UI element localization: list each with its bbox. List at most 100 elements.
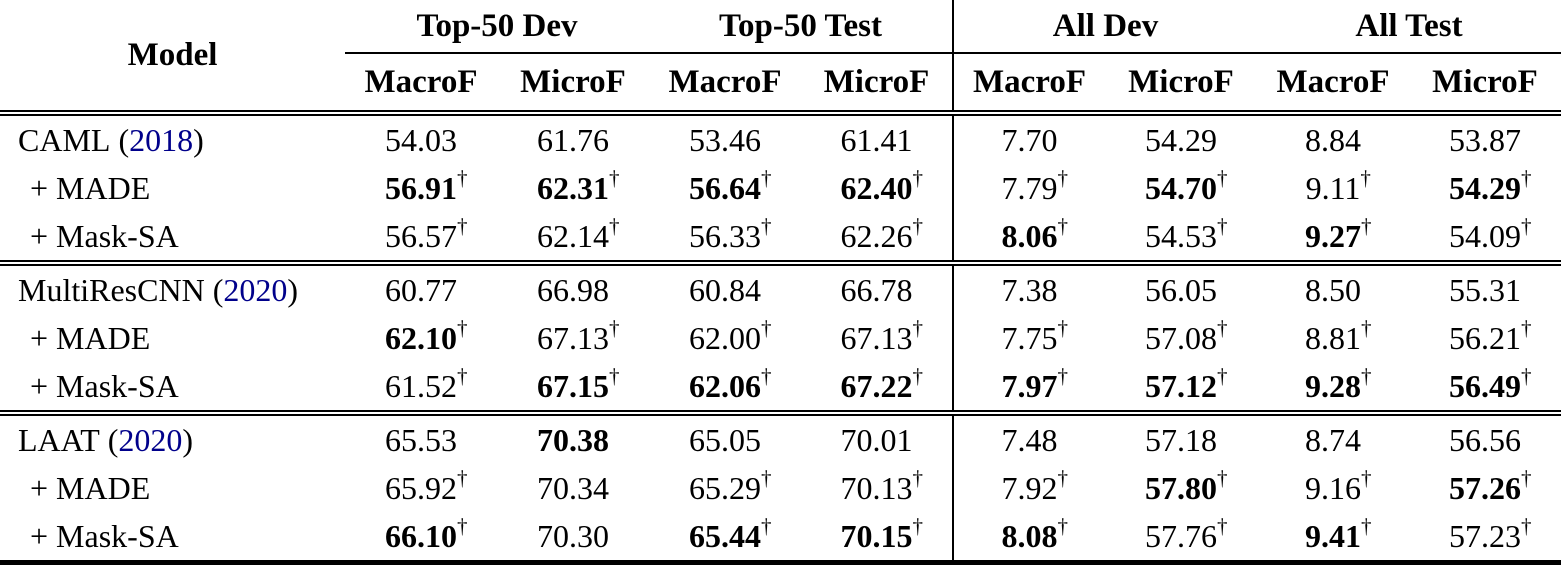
metric-cell: 7.97† xyxy=(952,362,1105,416)
metric-cell: 60.84 xyxy=(649,263,801,314)
metric-cell: 67.15† xyxy=(497,362,649,416)
table-row: + MADE 62.10† 67.13† 62.00† 67.13† 7.75† 57.08… xyxy=(0,314,1561,362)
metric-value: 9.16 xyxy=(1305,469,1361,506)
metric-value: 54.03 xyxy=(385,121,457,158)
metric-cell: 56.21† xyxy=(1449,315,1532,356)
metric-cell: 61.52† xyxy=(345,362,497,416)
model-name: + MADE xyxy=(30,169,151,206)
metric-cell: 53.87 xyxy=(1409,113,1561,164)
metric-cell: 56.56 xyxy=(1409,413,1561,464)
metric-value: 7.79 xyxy=(1001,169,1058,206)
metric-cell: 57.76† xyxy=(1145,513,1228,554)
table-row: + Mask-SA 56.57† 62.14† 56.33† 62.26† 8.06† 54… xyxy=(0,212,1561,266)
metric-value: 62.00 xyxy=(689,319,761,356)
metric-value: 7.75 xyxy=(1001,319,1058,356)
table-row: CAML (2018) 54.03 61.76 53.46 61.41 7.70 54.29 8… xyxy=(0,113,1561,164)
metric-value: 56.05 xyxy=(1145,271,1217,308)
metric-value: 70.30 xyxy=(537,517,609,554)
metric-cell: 61.76 xyxy=(497,113,649,164)
metric-value: 56.49 xyxy=(1449,367,1521,404)
table-row: MultiResCNN (2020) 60.77 66.98 60.84 66.78 7.3… xyxy=(0,263,1561,314)
model-name: + MADE xyxy=(30,469,151,506)
citation-year-link[interactable]: 2020 xyxy=(223,271,288,308)
citation: (2018) xyxy=(118,122,203,158)
metric-value: 66.78 xyxy=(840,271,913,308)
metric-value: 54.09 xyxy=(1449,217,1521,254)
metric-value: 61.76 xyxy=(537,121,609,158)
metric-value: 55.31 xyxy=(1449,271,1521,308)
metric-value: 62.31 xyxy=(537,169,609,206)
citation: (2020) xyxy=(213,272,298,308)
metric-value: 7.70 xyxy=(1001,121,1058,158)
model-cell: LAAT (2020) xyxy=(0,413,345,464)
metric-cell: 7.70 xyxy=(952,113,1105,164)
metric-cell: 54.70† xyxy=(1145,165,1228,206)
metric-value: 56.33 xyxy=(689,217,761,254)
metric-cell: 57.12† xyxy=(1105,362,1257,416)
metric-value: 8.81 xyxy=(1305,319,1361,356)
sub-header-row: MacroF MicroF MacroF MicroF MacroF Micro… xyxy=(0,52,1561,116)
metric-cell: 57.80† xyxy=(1145,465,1228,506)
model-cell: + MADE xyxy=(0,314,345,362)
metric-cell: 56.33† xyxy=(649,212,801,266)
column-header-microf: MicroF xyxy=(1409,52,1561,116)
metric-cell: 67.22† xyxy=(801,362,953,416)
column-group-all-dev: All Dev xyxy=(952,0,1257,53)
metric-cell: 9.11† xyxy=(1305,165,1371,206)
metric-cell: 61.41 xyxy=(801,113,953,164)
column-header-macrof: MacroF xyxy=(345,52,497,116)
metric-cell: 70.34 xyxy=(497,464,649,512)
metric-value: 57.80 xyxy=(1145,469,1217,506)
metric-value: 67.22 xyxy=(840,367,913,404)
metric-value: 70.34 xyxy=(537,469,609,506)
model-name: CAML xyxy=(18,121,111,158)
metric-value: 62.26 xyxy=(840,217,913,254)
metric-cell: 56.91† xyxy=(385,165,468,206)
metric-value: 56.91 xyxy=(385,169,457,206)
metric-cell: 70.38 xyxy=(497,413,649,464)
metric-cell: 62.00† xyxy=(689,315,772,356)
metric-value: 54.29 xyxy=(1449,169,1521,206)
metric-value: 9.11 xyxy=(1305,169,1361,206)
model-cell: + Mask-SA xyxy=(0,362,345,416)
column-group-top50-test: Top-50 Test xyxy=(719,7,882,44)
metric-value: 7.38 xyxy=(1001,271,1058,308)
metric-value: 56.56 xyxy=(1449,421,1521,458)
metric-value: 70.13 xyxy=(840,469,913,506)
paren-open: ( xyxy=(118,121,130,158)
metric-cell: 57.18 xyxy=(1105,413,1257,464)
metric-cell: 65.92† xyxy=(385,465,468,506)
table-row: + Mask-SA 61.52† 67.15† 62.06† 67.22† 7.97† 57… xyxy=(0,362,1561,416)
metric-cell: 7.38 xyxy=(952,263,1105,314)
model-name: + MADE xyxy=(30,319,151,356)
metric-cell: 56.57† xyxy=(345,212,497,266)
metric-cell: 62.31† xyxy=(537,165,620,206)
metric-cell: 57.23† xyxy=(1449,513,1532,554)
group-header-row: Model Top-50 Dev Top-50 Test All Dev All… xyxy=(0,0,1561,116)
metric-cell: 8.74 xyxy=(1257,413,1409,464)
model-name: LAAT xyxy=(18,421,100,458)
metric-cell: 62.10† xyxy=(385,315,468,356)
metric-cell: 70.15† xyxy=(840,513,924,554)
metric-value: 62.06 xyxy=(689,367,761,404)
metric-value: 57.26 xyxy=(1449,469,1521,506)
metric-cell: 54.03 xyxy=(345,113,497,164)
metric-cell: 60.77 xyxy=(345,263,497,314)
metric-cell: 65.29† xyxy=(689,465,772,506)
metric-value: 8.08 xyxy=(1001,517,1058,554)
citation-year-link[interactable]: 2018 xyxy=(129,121,194,158)
citation-year-link[interactable]: 2020 xyxy=(118,421,183,458)
metric-value: 65.53 xyxy=(385,421,457,458)
metric-cell: 8.50 xyxy=(1257,263,1409,314)
table-row: LAAT (2020) 65.53 70.38 65.05 70.01 7.48 57.18 8… xyxy=(0,413,1561,464)
model-name: + Mask-SA xyxy=(30,217,179,254)
metric-value: 70.38 xyxy=(537,421,609,458)
metric-value: 7.48 xyxy=(1001,421,1058,458)
metric-value: 61.52 xyxy=(385,367,457,404)
metric-cell: 54.29 xyxy=(1105,113,1257,164)
metric-value: 65.44 xyxy=(689,517,761,554)
paren-close: ) xyxy=(287,271,298,308)
metric-cell: 56.49† xyxy=(1409,362,1561,416)
column-group-top50-dev: Top-50 Dev xyxy=(416,7,578,44)
